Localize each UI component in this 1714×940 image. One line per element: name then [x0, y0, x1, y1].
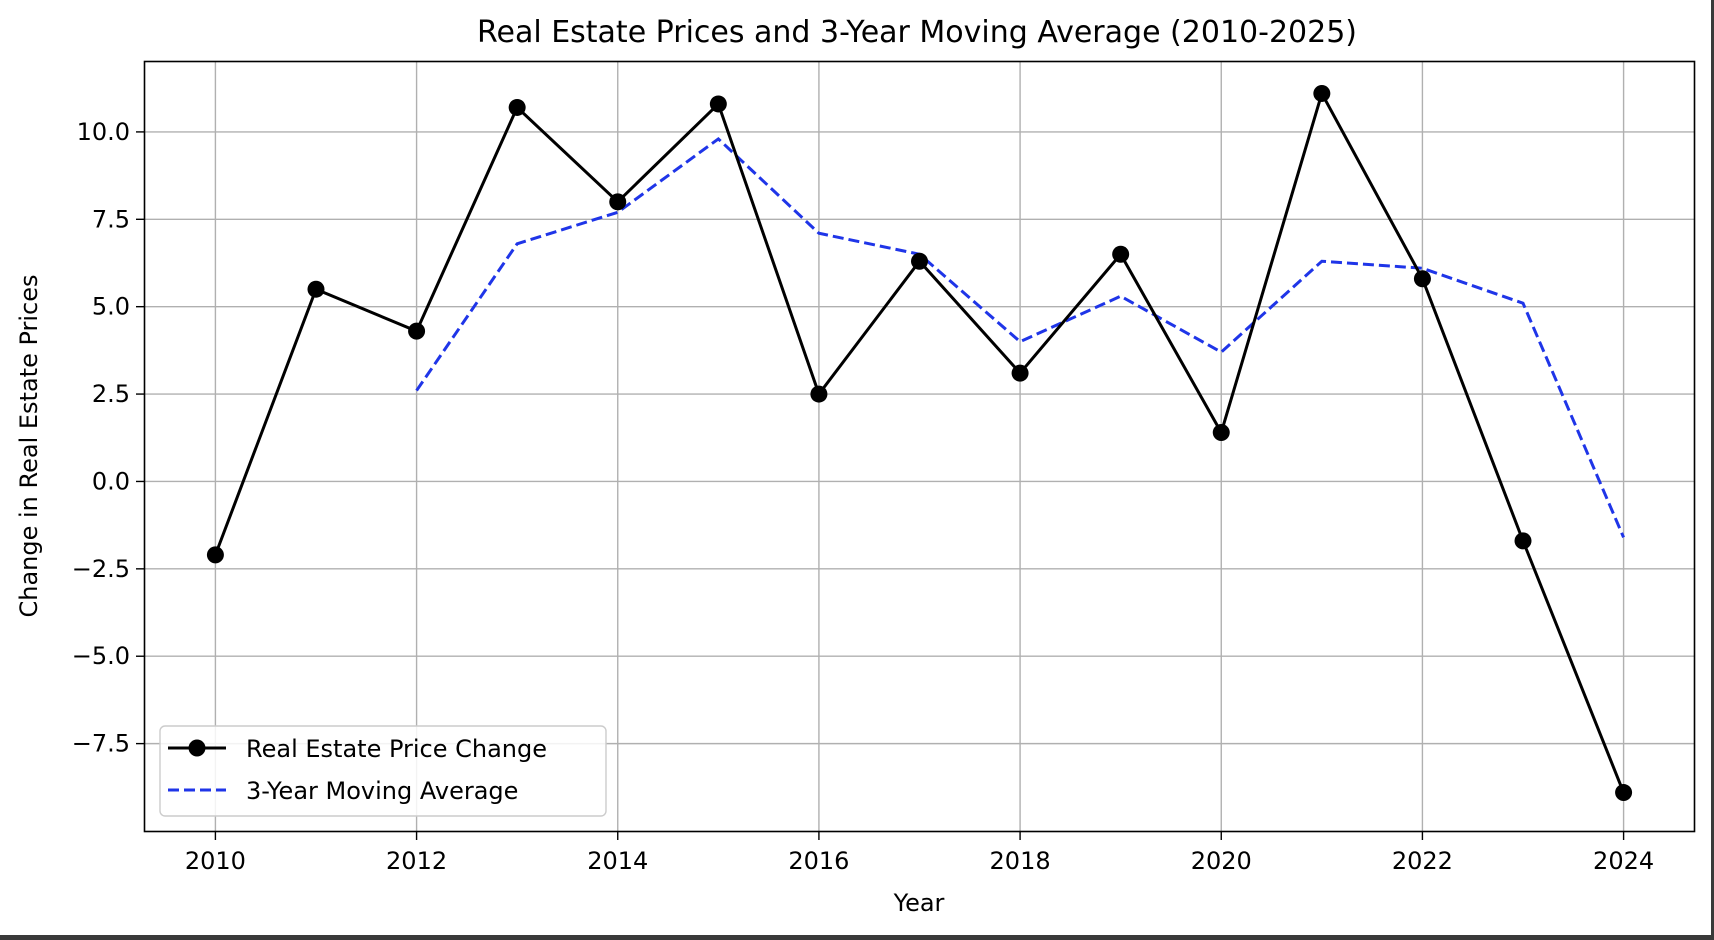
- x-tick-label: 2016: [788, 847, 849, 875]
- y-tick-label: −2.5: [72, 555, 130, 583]
- x-tick-label: 2018: [990, 847, 1051, 875]
- y-tick-label: −5.0: [72, 642, 130, 670]
- data-point: [1413, 270, 1431, 288]
- window-right-edge: [1711, 0, 1714, 940]
- data-point: [609, 193, 627, 211]
- data-point: [1514, 532, 1532, 550]
- data-point: [1112, 245, 1130, 263]
- data-point: [508, 98, 526, 116]
- legend-marker-price-change: [188, 739, 206, 757]
- data-point: [307, 280, 325, 298]
- series-line-price-change: [214, 89, 1625, 794]
- x-axis-label: Year: [893, 889, 945, 917]
- legend-label-moving-average: 3-Year Moving Average: [246, 777, 518, 805]
- y-tick-label: 7.5: [92, 205, 130, 233]
- data-point: [911, 252, 928, 270]
- axes: 2010 2012 2014 2016 2018 2020 2022 2024 −7.5 −5.0…: [72, 118, 1654, 875]
- x-tick-label: 2014: [587, 847, 648, 875]
- x-tick-label: 2022: [1392, 847, 1453, 875]
- x-tick-label: 2024: [1593, 847, 1654, 875]
- y-axis-label: Change in Real Estate Prices: [15, 274, 43, 617]
- x-tick-label: 2020: [1191, 847, 1252, 875]
- y-tick-label: 0.0: [92, 467, 130, 495]
- plot-frame: [143, 60, 1696, 833]
- data-point: [1615, 784, 1633, 802]
- data-point: [709, 95, 727, 113]
- chart-title: Real Estate Prices and 3-Year Moving Ave…: [477, 15, 1357, 50]
- data-point: [408, 322, 426, 340]
- data-point: [810, 385, 828, 403]
- data-point: [206, 546, 224, 564]
- legend: Real Estate Price Change 3-Year Moving Av…: [159, 725, 607, 817]
- legend-label-price-change: Real Estate Price Change: [246, 735, 547, 763]
- y-tick-label: 5.0: [92, 293, 130, 321]
- window-bottom-edge: [0, 935, 1714, 940]
- grid-lines: [145, 62, 1694, 831]
- y-tick-label: 10.0: [77, 118, 130, 146]
- data-point: [1011, 364, 1029, 382]
- legend-box: [159, 725, 607, 817]
- x-tick-label: 2010: [185, 847, 246, 875]
- series-layer: [206, 84, 1633, 802]
- data-point: [1313, 84, 1331, 102]
- y-tick-label: −7.5: [72, 730, 130, 758]
- data-point: [1212, 424, 1230, 442]
- y-tick-label: 2.5: [92, 380, 130, 408]
- x-tick-label: 2012: [386, 847, 447, 875]
